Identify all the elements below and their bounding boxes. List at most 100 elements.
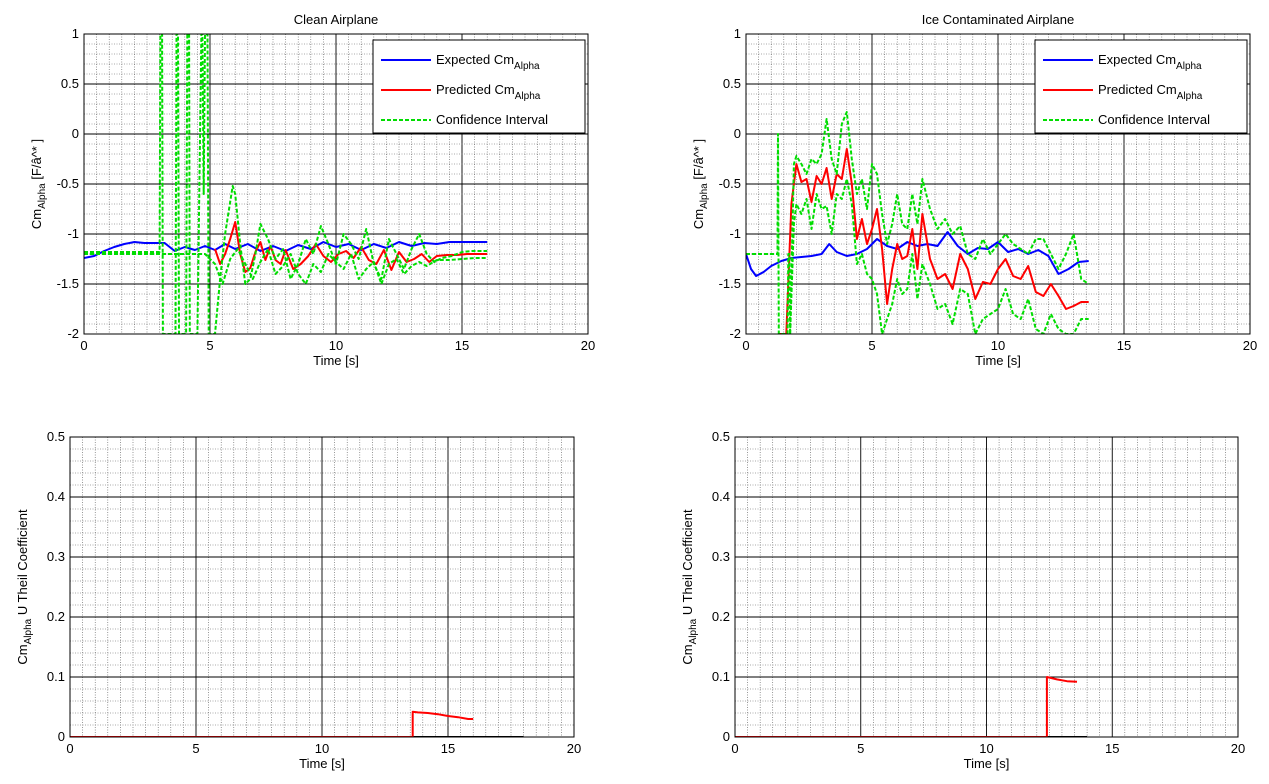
y-tick-label: -0.5	[719, 176, 741, 191]
grid	[69, 436, 575, 738]
y-tick-label: 0	[72, 126, 79, 141]
y-axis-label-main: Cm	[29, 209, 44, 229]
series-group	[746, 111, 1090, 334]
x-axis-label: Time [s]	[313, 353, 359, 368]
x-axis-label: Time [s]	[975, 353, 1021, 368]
series-line	[746, 111, 1090, 334]
y-axis-label-sub: Alpha	[699, 183, 710, 209]
series-line	[84, 248, 488, 285]
axes-frame	[745, 33, 1251, 335]
y-tick-label: -1.5	[719, 276, 741, 291]
y-tick-label: 1	[734, 26, 741, 41]
y-tick-label: 0	[723, 729, 730, 744]
subplot-ice-contaminated-airplane: 0 5 10 15 20 -2 -1.5 -1 -0.5 0 0.5 1 Ice Contaminate…	[691, 12, 1257, 368]
legend-label-main: Expected Cm	[1098, 52, 1176, 67]
series-group	[84, 34, 488, 334]
y-axis-label: CmAlpha U Theil Coefficient	[680, 509, 699, 665]
legend-box	[372, 39, 586, 134]
legend-label-main: Confidence Interval	[1098, 112, 1210, 127]
legend-label-main: Confidence Interval	[436, 112, 548, 127]
x-axis-label: Time [s]	[299, 756, 345, 771]
legend-label-main: Predicted Cm	[1098, 82, 1177, 97]
axes-frame	[734, 436, 1239, 738]
y-tick-label: -2	[729, 326, 741, 341]
y-axis-label-sub: Alpha	[23, 618, 34, 644]
y-tick-label: 0.2	[712, 609, 730, 624]
x-tick-label: 10	[315, 741, 329, 756]
legend-label-sub: Alpha	[514, 61, 540, 72]
y-tick-label: -1.5	[57, 276, 79, 291]
y-tick-label: 0.5	[723, 76, 741, 91]
series-line	[84, 34, 488, 334]
y-axis-label: CmAlpha [F/â^* ]	[29, 139, 48, 229]
x-tick-label: 5	[868, 338, 875, 353]
y-tick-label: 0.4	[47, 489, 65, 504]
x-tick-label: 0	[80, 338, 87, 353]
y-tick-label: -1	[67, 226, 79, 241]
y-tick-label: 0	[58, 729, 65, 744]
y-tick-label: 0.5	[712, 429, 730, 444]
series-line	[735, 676, 1078, 737]
x-tick-label: 15	[455, 338, 469, 353]
legend-label: Confidence Interval	[436, 112, 548, 127]
y-tick-label: 0.5	[47, 429, 65, 444]
x-tick-label: 10	[329, 338, 343, 353]
grid	[734, 436, 1239, 738]
x-tick-label: 5	[206, 338, 213, 353]
x-tick-label: 5	[857, 741, 864, 756]
series-group	[735, 676, 1088, 737]
y-tick-label: 0.1	[47, 669, 65, 684]
axes-frame	[69, 436, 575, 738]
x-tick-label: 20	[567, 741, 581, 756]
x-tick-label: 15	[1117, 338, 1131, 353]
x-tick-label: 20	[1231, 741, 1245, 756]
y-tick-label: -0.5	[57, 176, 79, 191]
chart-title: Clean Airplane	[294, 12, 379, 27]
y-axis-label-unit: U Theil Coefficient	[15, 509, 30, 619]
series-line	[789, 178, 1089, 334]
legend-label-sub: Alpha	[1177, 91, 1203, 102]
series-line	[84, 241, 488, 259]
legend-label-main: Predicted Cm	[436, 82, 515, 97]
x-tick-label: 5	[192, 741, 199, 756]
x-tick-label: 15	[1105, 741, 1119, 756]
legend-label: Predicted CmAlpha	[1098, 82, 1203, 102]
legend-label: Expected CmAlpha	[436, 52, 540, 72]
x-tick-label: 15	[441, 741, 455, 756]
subplot-clean-theil: 0 5 10 15 20 0 0.1 0.2 0.3 0.4 0.5 Time [s] CmAlpha …	[15, 429, 581, 771]
legend-box	[1034, 39, 1248, 134]
y-axis-label: CmAlpha U Theil Coefficient	[15, 509, 34, 665]
x-tick-label: 0	[66, 741, 73, 756]
subplot-ice-theil: 0 5 10 15 20 0 0.1 0.2 0.3 0.4 0.5 Time [s] CmAlpha …	[680, 429, 1245, 771]
y-axis-label-sub: Alpha	[37, 183, 48, 209]
legend-label: Expected CmAlpha	[1098, 52, 1202, 72]
y-axis-label-main: Cm	[680, 644, 695, 664]
x-tick-label: 0	[731, 741, 738, 756]
y-tick-label: -1	[729, 226, 741, 241]
y-tick-label: 0.4	[712, 489, 730, 504]
y-tick-label: 0	[734, 126, 741, 141]
y-axis-label-unit: [F/â^* ]	[691, 139, 706, 183]
series-line	[70, 710, 474, 737]
x-tick-label: 10	[979, 741, 993, 756]
axes-frame	[83, 33, 589, 335]
y-tick-label: 0.3	[47, 549, 65, 564]
y-axis-label-main: Cm	[15, 644, 30, 664]
y-axis-label-main: Cm	[691, 209, 706, 229]
legend-label-sub: Alpha	[1176, 61, 1202, 72]
legend-label-sub: Alpha	[515, 91, 541, 102]
x-tick-label: 10	[991, 338, 1005, 353]
legend-label: Confidence Interval	[1098, 112, 1210, 127]
y-tick-label: -2	[67, 326, 79, 341]
y-axis-label-sub: Alpha	[688, 618, 699, 644]
y-axis-label-unit: [F/â^* ]	[29, 139, 44, 183]
series-group	[70, 710, 524, 737]
subplot-clean-airplane: 0 5 10 15 20 -2 -1.5 -1 -0.5 0 0.5 1 Clean Airplane T…	[29, 12, 595, 368]
x-tick-label: 0	[742, 338, 749, 353]
legend-label: Predicted CmAlpha	[436, 82, 541, 102]
y-axis-label-unit: U Theil Coefficient	[680, 509, 695, 619]
x-tick-label: 20	[1243, 338, 1257, 353]
y-tick-label: 0.5	[61, 76, 79, 91]
